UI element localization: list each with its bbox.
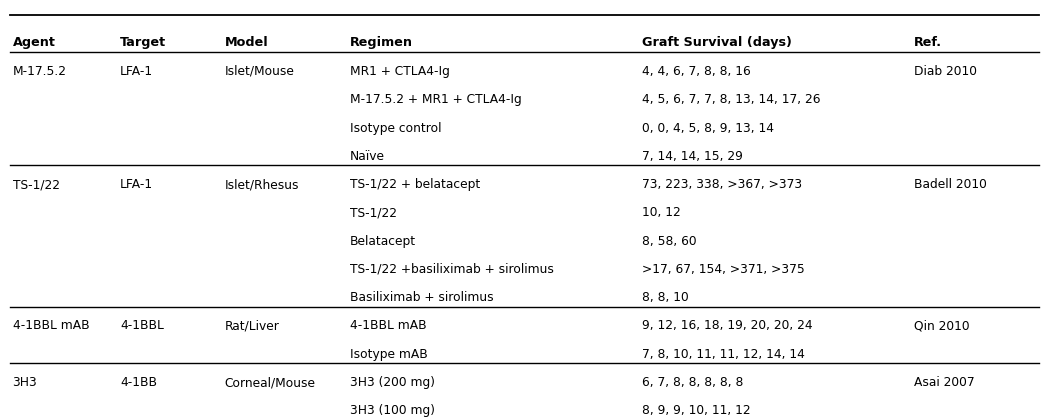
Text: Target: Target — [120, 36, 166, 49]
Text: LFA-1: LFA-1 — [120, 178, 153, 191]
Text: Naïve: Naïve — [350, 150, 385, 163]
Text: 3H3 (200 mg): 3H3 (200 mg) — [350, 376, 434, 389]
Text: TS-1/22: TS-1/22 — [13, 178, 60, 191]
Text: >17, 67, 154, >371, >375: >17, 67, 154, >371, >375 — [642, 263, 805, 276]
Text: Islet/Mouse: Islet/Mouse — [224, 65, 294, 78]
Text: Basiliximab + sirolimus: Basiliximab + sirolimus — [350, 291, 494, 304]
Text: Regimen: Regimen — [350, 36, 412, 49]
Text: 8, 8, 10: 8, 8, 10 — [642, 291, 689, 304]
Text: Belatacept: Belatacept — [350, 235, 416, 248]
Text: 4-1BB: 4-1BB — [120, 376, 157, 389]
Text: TS-1/22: TS-1/22 — [350, 207, 397, 220]
Text: 3H3 (100 mg): 3H3 (100 mg) — [350, 404, 434, 417]
Text: Islet/Rhesus: Islet/Rhesus — [224, 178, 299, 191]
Text: Corneal/Mouse: Corneal/Mouse — [224, 376, 315, 389]
Text: TS-1/22 + belatacept: TS-1/22 + belatacept — [350, 178, 480, 191]
Text: Diab 2010: Diab 2010 — [914, 65, 976, 78]
Text: 8, 58, 60: 8, 58, 60 — [642, 235, 696, 248]
Text: 4-1BBL: 4-1BBL — [120, 320, 164, 333]
Text: Qin 2010: Qin 2010 — [914, 320, 969, 333]
Text: MR1 + CTLA4-Ig: MR1 + CTLA4-Ig — [350, 65, 450, 78]
Text: Isotype mAB: Isotype mAB — [350, 348, 427, 361]
Text: 4, 4, 6, 7, 8, 8, 16: 4, 4, 6, 7, 8, 8, 16 — [642, 65, 751, 78]
Text: 8, 9, 9, 10, 11, 12: 8, 9, 9, 10, 11, 12 — [642, 404, 751, 417]
Text: 0, 0, 4, 5, 8, 9, 13, 14: 0, 0, 4, 5, 8, 9, 13, 14 — [642, 122, 774, 134]
Text: Rat/Liver: Rat/Liver — [224, 320, 280, 333]
Text: 7, 8, 10, 11, 11, 12, 14, 14: 7, 8, 10, 11, 11, 12, 14, 14 — [642, 348, 805, 361]
Text: TS-1/22 +basiliximab + sirolimus: TS-1/22 +basiliximab + sirolimus — [350, 263, 553, 276]
Text: 73, 223, 338, >367, >373: 73, 223, 338, >367, >373 — [642, 178, 802, 191]
Text: 3H3: 3H3 — [13, 376, 38, 389]
Text: Isotype control: Isotype control — [350, 122, 442, 134]
Text: 9, 12, 16, 18, 19, 20, 20, 24: 9, 12, 16, 18, 19, 20, 20, 24 — [642, 320, 812, 333]
Text: Badell 2010: Badell 2010 — [914, 178, 987, 191]
Text: Model: Model — [224, 36, 268, 49]
Text: 6, 7, 8, 8, 8, 8, 8: 6, 7, 8, 8, 8, 8, 8 — [642, 376, 743, 389]
Text: M-17.5.2 + MR1 + CTLA4-Ig: M-17.5.2 + MR1 + CTLA4-Ig — [350, 93, 522, 106]
Text: M-17.5.2: M-17.5.2 — [13, 65, 67, 78]
Text: 7, 14, 14, 15, 29: 7, 14, 14, 15, 29 — [642, 150, 743, 163]
Text: 10, 12: 10, 12 — [642, 207, 681, 220]
Text: 4-1BBL mAB: 4-1BBL mAB — [13, 320, 89, 333]
Text: 4-1BBL mAB: 4-1BBL mAB — [350, 320, 426, 333]
Text: 4, 5, 6, 7, 7, 8, 13, 14, 17, 26: 4, 5, 6, 7, 7, 8, 13, 14, 17, 26 — [642, 93, 821, 106]
Text: Graft Survival (days): Graft Survival (days) — [642, 36, 792, 49]
Text: Asai 2007: Asai 2007 — [914, 376, 974, 389]
Text: LFA-1: LFA-1 — [120, 65, 153, 78]
Text: Agent: Agent — [13, 36, 55, 49]
Text: Ref.: Ref. — [914, 36, 942, 49]
